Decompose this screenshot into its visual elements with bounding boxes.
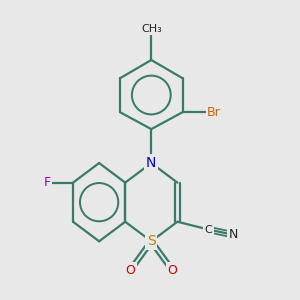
Text: O: O [167,263,177,277]
Text: CH₃: CH₃ [141,24,162,34]
Text: C: C [205,225,213,235]
Text: S: S [147,234,156,248]
Text: Br: Br [207,106,221,119]
Text: N: N [229,228,238,241]
Text: F: F [44,176,50,189]
Text: N: N [146,156,157,170]
Text: O: O [125,263,135,277]
